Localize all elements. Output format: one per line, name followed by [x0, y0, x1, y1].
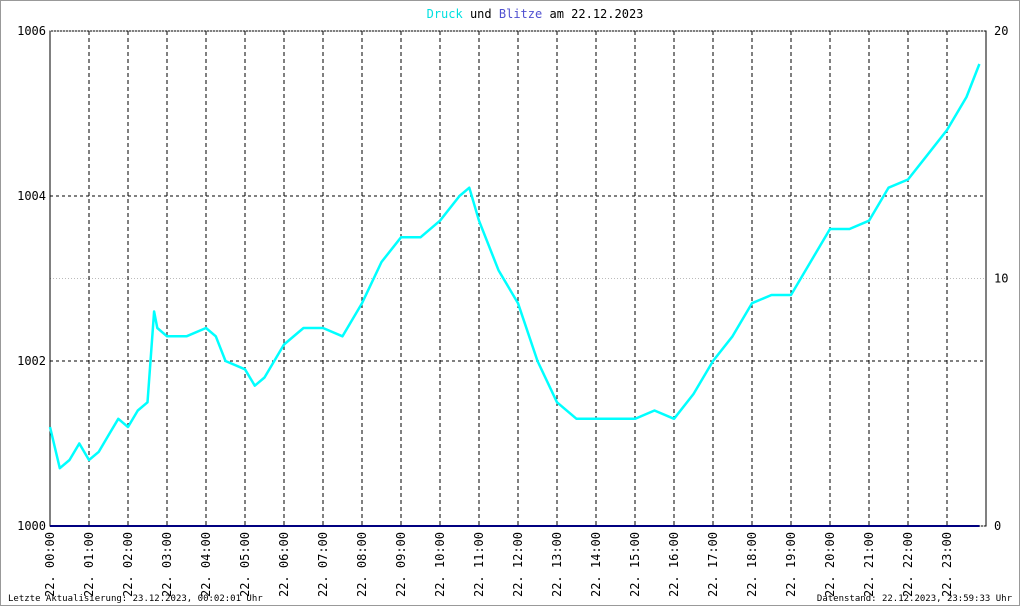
y-tick-label: 1006 — [17, 24, 46, 38]
x-tick-label: 22. 08:00 — [355, 532, 369, 597]
x-tick-label: 22. 03:00 — [160, 532, 174, 597]
x-tick-label: 22. 07:00 — [316, 532, 330, 597]
x-tick-label: 22. 23:00 — [940, 532, 954, 597]
x-tick-label: 22. 05:00 — [238, 532, 252, 597]
x-tick-label: 22. 11:00 — [472, 532, 486, 597]
y-tick-label: 1002 — [17, 354, 46, 368]
y2-tick-label: 10 — [994, 272, 1008, 286]
y-tick-label: 1004 — [17, 189, 46, 203]
y-tick-label: 1000 — [17, 519, 46, 533]
chart-title: Druck und Blitze am 22.12.2023 — [427, 7, 644, 21]
x-tick-label: 22. 10:00 — [433, 532, 447, 597]
x-tick-label: 22. 00:00 — [43, 532, 57, 597]
footer-right: Datenstand: 22.12.2023, 23:59:33 Uhr — [817, 594, 1013, 604]
x-tick-label: 22. 13:00 — [550, 532, 564, 597]
x-tick-label: 22. 17:00 — [706, 532, 720, 597]
x-tick-label: 22. 09:00 — [394, 532, 408, 597]
x-tick-label: 22. 21:00 — [862, 532, 876, 597]
x-tick-label: 22. 18:00 — [745, 532, 759, 597]
x-tick-label: 22. 12:00 — [511, 532, 525, 597]
title-date: am 22.12.2023 — [549, 7, 643, 21]
y2-tick-label: 0 — [994, 519, 1001, 533]
footer-left: Letzte Aktualisierung: 23.12.2023, 00:02… — [8, 594, 263, 604]
x-tick-label: 22. 15:00 — [628, 532, 642, 597]
y2-tick-label: 20 — [994, 24, 1008, 38]
x-tick-label: 22. 02:00 — [121, 532, 135, 597]
x-tick-label: 22. 16:00 — [667, 532, 681, 597]
x-tick-label: 22. 14:00 — [589, 532, 603, 597]
x-tick-label: 22. 22:00 — [901, 532, 915, 597]
x-tick-label: 22. 01:00 — [82, 532, 96, 597]
series-line — [48, 63, 981, 470]
x-tick-label: 22. 06:00 — [277, 532, 291, 597]
x-tick-label: 22. 20:00 — [823, 532, 837, 597]
title-blitze: Blitze — [499, 7, 542, 21]
x-tick-label: 22. 19:00 — [784, 532, 798, 597]
title-druck: Druck — [427, 7, 464, 21]
title-und: und — [470, 7, 492, 21]
x-tick-label: 22. 04:00 — [199, 532, 213, 597]
